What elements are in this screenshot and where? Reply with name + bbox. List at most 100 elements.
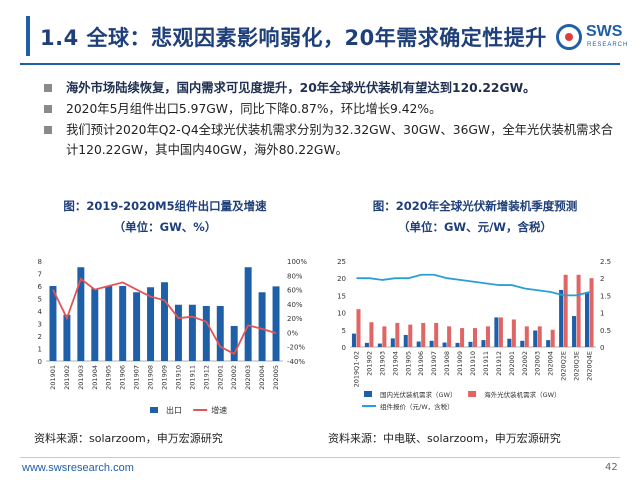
chart-bar [216, 306, 224, 361]
chart-bar [202, 306, 210, 361]
x-tick-label: 202001 [216, 365, 224, 390]
y-left-tick-label: 0 [38, 358, 42, 366]
y-right-tick-label: 1.5 [600, 292, 611, 300]
bullet-item: 海外市场陆续恢复，国内需求可见度提升，20年全球光伏装机有望达到120.22GW… [44, 78, 624, 98]
chart-bar [533, 330, 538, 347]
chart-bar [403, 334, 408, 347]
chart-bar [390, 338, 395, 347]
chart-bar [382, 326, 387, 347]
chart-bar [442, 342, 447, 347]
y-left-tick-label: 6 [38, 283, 43, 291]
chart-bar [244, 267, 252, 361]
footer-url-link[interactable]: www.swsresearch.com [22, 462, 134, 474]
chart-bar [507, 338, 512, 347]
y-right-tick-label: 2.5 [600, 258, 611, 266]
bullet-item: 2020年5月组件出口5.97GW，同比下降0.87%，环比增长9.42%。 [44, 99, 624, 119]
bullet-text: 2020年5月组件出口5.97GW，同比下降0.87%，环比增长9.42%。 [66, 102, 442, 116]
x-tick-label: 201912 [202, 365, 210, 390]
x-tick-label: 2020Q3E [573, 351, 581, 381]
legend-label: 增速 [211, 405, 227, 415]
legend-label: 海外光伏装机需求（GW） [484, 390, 560, 399]
y-left-tick-label: 4 [38, 308, 43, 316]
chart-bar [421, 322, 426, 347]
x-tick-label: 201906 [119, 365, 127, 390]
chart-bar [49, 286, 57, 361]
x-tick-label: 201906 [417, 351, 425, 376]
chart-bar [498, 317, 503, 347]
x-tick-label: 201905 [404, 351, 412, 376]
legend-swatch [468, 391, 477, 397]
page-number: 42 [605, 462, 618, 473]
chart-bar [460, 328, 465, 347]
y-left-tick-label: 5 [38, 296, 42, 304]
x-tick-label: 201904 [91, 365, 99, 390]
y-right-tick-label: 0% [287, 329, 298, 337]
x-tick-label: 202002 [230, 365, 238, 390]
chart-bar [559, 289, 564, 347]
chart-bar [369, 322, 374, 347]
logo-mark-icon [556, 24, 582, 50]
chart-bar [147, 287, 155, 361]
logo-subtext: RESEARCH [587, 42, 629, 48]
chart-bar [589, 278, 594, 347]
chart-bar [105, 286, 113, 361]
y-left-tick-label: 1 [38, 346, 42, 354]
x-tick-label: 202004 [547, 351, 555, 376]
bullet-square-icon [44, 126, 52, 134]
legend-label: 国内光伏装机需求（GW） [380, 390, 456, 399]
chart-bar [91, 288, 99, 361]
title-bar: 1.4 全球：悲观因素影响弱化，20年需求确定性提升 SWS RESEARCH [0, 8, 640, 62]
y-right-tick-label: 20% [287, 315, 303, 323]
chart-bar [174, 304, 182, 361]
y-left-tick-label: 3 [38, 321, 42, 329]
chart-bar [550, 329, 555, 347]
y-left-tick-label: 25 [337, 258, 346, 266]
bullet-square-icon [44, 105, 52, 113]
chart-bar [364, 342, 369, 347]
chart-bar [576, 274, 581, 347]
right-chart-source: 资料来源：中电联、solarzoom，申万宏源研究 [328, 432, 561, 445]
left-chart-title: 图：2019-2020M5组件出口量及增速 [63, 199, 267, 213]
y-right-tick-label: 1 [600, 310, 604, 318]
x-tick-label: 201905 [105, 365, 113, 390]
right-chart-title: 图：2020年全球光伏新增装机季度预测 [372, 199, 578, 213]
y-right-tick-label: 40% [287, 301, 303, 309]
y-left-tick-label: 0 [342, 344, 346, 352]
chart-line [356, 273, 590, 297]
chart-bar [473, 328, 478, 347]
y-right-tick-label: -40% [287, 358, 305, 366]
right-install-chart: 0 5 10 15 20 25 0 0.5 1 1.5 2 2.5 2019Q1-02 201902 201… [337, 258, 611, 411]
chart-bar [494, 317, 499, 347]
chart-bar [77, 267, 85, 361]
legend-label: 组件报价（元/W，含税） [380, 402, 454, 411]
chart-bar [351, 333, 356, 347]
y-left-tick-label: 5 [342, 327, 346, 335]
x-tick-label: 201902 [63, 365, 71, 390]
x-tick-label: 201909 [456, 351, 464, 376]
sws-logo: SWS RESEARCH [556, 20, 636, 60]
chart-bar [230, 326, 238, 361]
chart-bar [563, 274, 568, 347]
y-right-tick-label: 0 [600, 344, 604, 352]
right-chart-subtitle: （单位：GW、元/W，含税） [397, 220, 552, 234]
footer-divider [20, 457, 620, 458]
x-tick-label: 201912 [495, 351, 503, 376]
x-tick-label: 2020Q4E [586, 351, 594, 381]
chart-bar [63, 314, 71, 361]
x-tick-label: 202002 [521, 351, 529, 376]
x-tick-label: 201908 [147, 365, 155, 390]
legend-label: 出口 [166, 405, 182, 415]
y-right-tick-label: 2 [600, 275, 604, 283]
x-tick-label: 201907 [133, 365, 141, 390]
y-right-tick-label: 80% [287, 272, 303, 280]
y-right-tick-label: 100% [287, 258, 307, 266]
x-tick-label: 2019Q1-02 [352, 351, 360, 387]
chart-bar [468, 341, 473, 347]
chart-bar [524, 326, 529, 347]
legend-swatch [364, 391, 372, 397]
x-tick-label: 201910 [174, 365, 182, 390]
x-tick-label: 201911 [188, 365, 196, 390]
x-tick-label: 201907 [430, 351, 438, 376]
chart-bar [546, 340, 551, 347]
chart-bar [356, 309, 361, 347]
